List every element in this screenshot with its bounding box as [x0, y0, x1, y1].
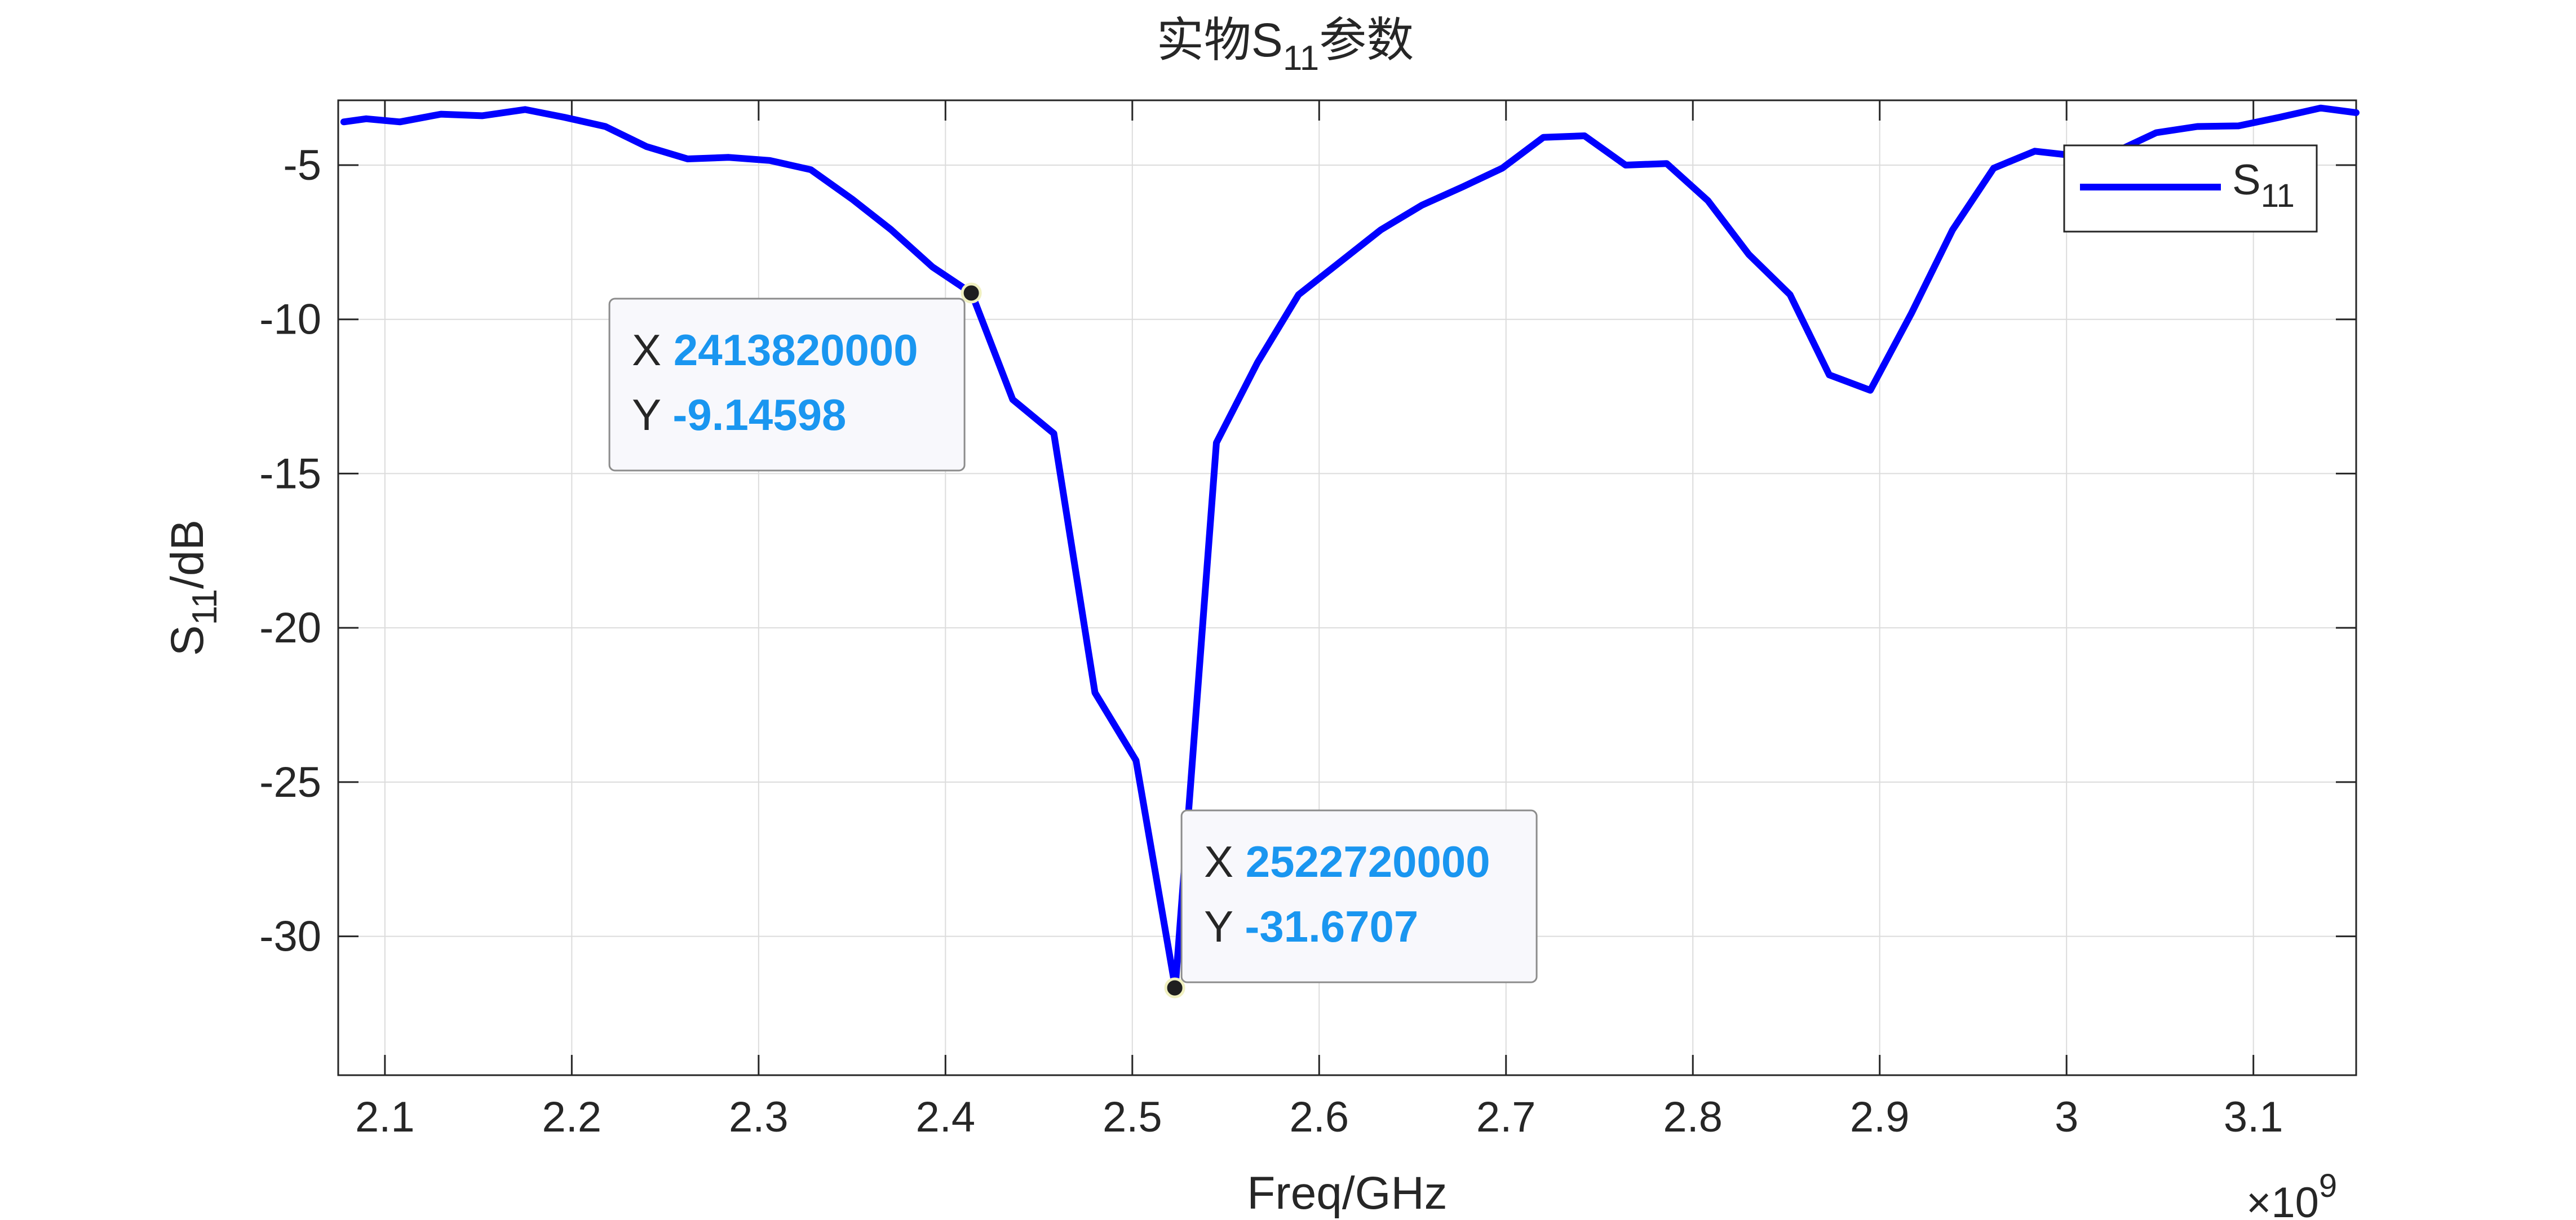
chart-title-tail: 参数	[1319, 14, 1414, 66]
y-axis-label-subscript: 11	[185, 589, 224, 625]
datatip-x-value: 2522720000	[1246, 837, 1490, 886]
x-tick-label: 2.9	[1850, 1093, 1910, 1141]
datatip-box	[1180, 809, 1538, 983]
datatip-box	[608, 298, 966, 472]
datatip-x-row: X 2413820000	[632, 325, 918, 375]
x-axis-ticks: 2.1 2.2 2.3 2.4 2.5 2.6 2.7 2.8 2.9 3 3.1	[355, 100, 2283, 1141]
x-tick-label: 2.3	[729, 1093, 789, 1141]
datatip-y-label: Y	[632, 390, 672, 440]
x-tick-label: 2.2	[542, 1093, 602, 1141]
y-tick-label: -10	[259, 296, 321, 344]
x-tick-label: 2.5	[1103, 1093, 1162, 1141]
datatip-x-label: X	[632, 325, 674, 375]
datatip-marker[interactable]	[961, 282, 982, 304]
datatip-y-value: -9.14598	[672, 390, 846, 440]
legend-label: S11	[2232, 156, 2295, 214]
datatip-x-label: X	[1204, 837, 1246, 886]
chart-title-subscript: 11	[1283, 39, 1319, 78]
y-tick-label: -15	[259, 450, 321, 498]
y-tick-label: -30	[259, 913, 321, 961]
series-line-s11	[340, 104, 2360, 992]
x-axis-exponent-power: 9	[2319, 1168, 2337, 1204]
datatip-x-value: 2413820000	[674, 325, 918, 375]
chart-title: 实物S11参数	[1157, 14, 1414, 78]
series-layer	[340, 104, 2360, 992]
datatip-y-label: Y	[1204, 902, 1245, 951]
x-tick-label: 2.8	[1663, 1093, 1723, 1141]
x-tick-label: 2.1	[355, 1093, 415, 1141]
y-tick-label: -5	[283, 141, 321, 189]
axes-box	[337, 99, 2357, 1076]
y-axis-label-main: S	[162, 625, 213, 656]
x-tick-label: 2.7	[1476, 1093, 1536, 1141]
x-axis-exponent: ×109	[2246, 1168, 2337, 1220]
legend-label-main: S	[2232, 156, 2261, 204]
x-tick-label: 3.1	[2224, 1093, 2283, 1141]
legend: S11	[2063, 144, 2318, 233]
y-tick-label: -20	[259, 604, 321, 652]
datatip-y-value: -31.6707	[1245, 902, 1418, 951]
y-tick-label: -25	[259, 758, 321, 806]
x-tick-label: 3	[2055, 1093, 2078, 1141]
datatip-marker[interactable]	[1164, 977, 1185, 999]
datatip-y-row: Y -31.6707	[1204, 902, 1418, 951]
y-axis-ticks: -5 -10 -15 -20 -25 -30	[259, 141, 2356, 961]
x-tick-label: 2.6	[1289, 1093, 1349, 1141]
datatip-x-row: X 2522720000	[1204, 837, 1490, 886]
datatip-y-row: Y -9.14598	[632, 390, 846, 440]
x-axis-exponent-base: ×10	[2246, 1179, 2319, 1220]
legend-label-subscript: 11	[2261, 178, 2295, 214]
chart-title-main: 实物S	[1157, 14, 1283, 66]
y-axis-label-tail: /dB	[162, 520, 213, 589]
y-axis-label: S11/dB	[162, 520, 224, 656]
x-tick-label: 2.4	[915, 1093, 975, 1141]
x-axis-label: Freq/GHz	[1247, 1168, 1447, 1219]
